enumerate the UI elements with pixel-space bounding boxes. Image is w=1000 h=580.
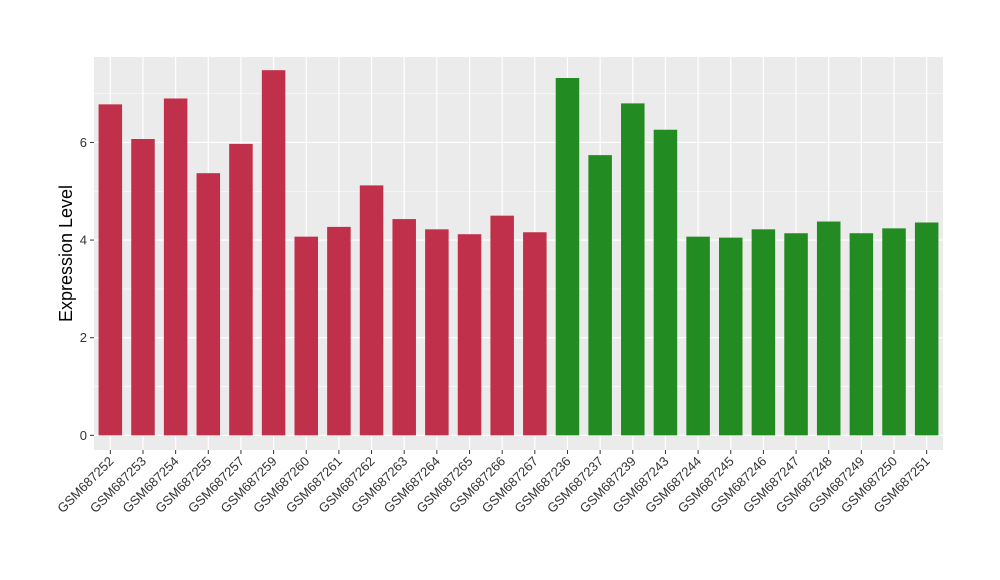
bar-gsm687261 — [327, 226, 351, 436]
bar-gsm687253 — [131, 139, 155, 436]
y-tick-label: 6 — [80, 135, 87, 150]
y-tick-label: 4 — [80, 233, 87, 248]
plot-panel — [94, 57, 943, 450]
x-axis: GSM687252GSM687253GSM687254GSM687255GSM6… — [54, 450, 933, 516]
bar-gsm687257 — [229, 143, 253, 436]
bar-gsm687263 — [392, 219, 416, 436]
y-tick-label: 0 — [80, 428, 87, 443]
bar-gsm687264 — [425, 229, 449, 436]
y-axis-title: Expression Level — [56, 185, 76, 322]
bar-gsm687266 — [490, 215, 514, 436]
bar-gsm687236 — [555, 77, 580, 436]
bar-gsm687262 — [359, 185, 384, 436]
bar-gsm687265 — [457, 234, 482, 436]
bar-gsm687243 — [653, 129, 678, 436]
bar-gsm687254 — [163, 98, 188, 436]
bar-gsm687260 — [294, 236, 319, 436]
bar-gsm687255 — [196, 173, 221, 436]
bars-group — [98, 70, 939, 436]
bar-gsm687249 — [849, 233, 874, 436]
bar-gsm687244 — [686, 236, 710, 436]
bar-gsm687245 — [718, 237, 743, 436]
y-tick-label: 2 — [80, 330, 87, 345]
y-axis: 0 2 4 6 — [80, 135, 94, 443]
bar-gsm687251 — [914, 222, 939, 436]
bar-gsm687248 — [816, 221, 841, 436]
bar-gsm687267 — [523, 232, 547, 436]
bar-gsm687252 — [98, 104, 123, 436]
bar-gsm687239 — [621, 103, 645, 436]
bar-gsm687237 — [588, 155, 612, 436]
bar-gsm687247 — [784, 233, 808, 436]
bar-gsm687250 — [882, 228, 906, 436]
bar-gsm687246 — [751, 229, 776, 436]
bar-gsm687259 — [261, 70, 286, 436]
